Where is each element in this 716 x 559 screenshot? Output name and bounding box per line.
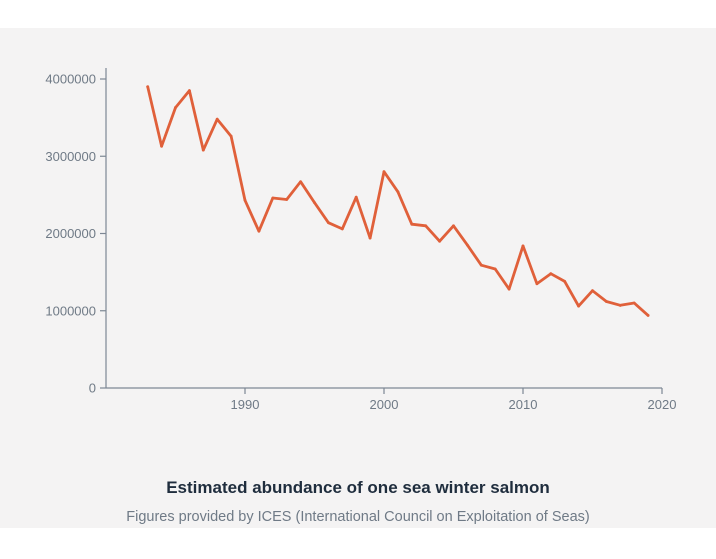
data-point bbox=[549, 272, 553, 276]
data-point bbox=[174, 106, 177, 109]
data-point bbox=[299, 180, 302, 184]
data-point bbox=[535, 282, 539, 286]
data-point bbox=[340, 227, 344, 231]
data-point bbox=[327, 221, 330, 225]
data-point bbox=[396, 190, 400, 194]
x-tick-label: 2010 bbox=[509, 397, 538, 412]
y-axis-ticks: 0 1000000 2000000 3000000 4000000 bbox=[45, 72, 106, 396]
data-point bbox=[493, 267, 497, 271]
y-tick-label: 4000000 bbox=[45, 72, 96, 87]
x-axis-ticks: 1990 2000 2010 2020 bbox=[231, 388, 677, 412]
data-point bbox=[479, 263, 483, 267]
y-tick-label: 1000000 bbox=[45, 303, 96, 318]
data-point bbox=[201, 148, 205, 152]
y-tick-label: 2000000 bbox=[45, 226, 96, 241]
data-point bbox=[257, 229, 261, 233]
data-point bbox=[243, 198, 247, 202]
data-point bbox=[354, 195, 358, 199]
data-point bbox=[285, 198, 289, 201]
data-point bbox=[410, 222, 414, 226]
data-point bbox=[271, 196, 275, 200]
data-point bbox=[438, 239, 441, 243]
y-tick-label: 0 bbox=[89, 381, 96, 396]
chart-card: 0 1000000 2000000 3000000 4000000 1990 2000 20… bbox=[0, 28, 716, 528]
line-chart: 0 1000000 2000000 3000000 4000000 1990 2000 20… bbox=[45, 68, 677, 412]
data-point bbox=[507, 287, 511, 291]
data-point bbox=[577, 304, 580, 308]
data-point bbox=[382, 170, 386, 174]
data-point bbox=[313, 201, 316, 205]
y-tick-label: 3000000 bbox=[45, 149, 96, 164]
series-group bbox=[146, 85, 650, 317]
data-point bbox=[452, 224, 455, 228]
data-point bbox=[632, 301, 636, 305]
x-tick-label: 2020 bbox=[648, 397, 677, 412]
chart-title: Estimated abundance of one sea winter sa… bbox=[166, 478, 550, 497]
data-point bbox=[618, 303, 622, 307]
x-tick-label: 1990 bbox=[231, 397, 260, 412]
data-point bbox=[160, 144, 164, 148]
data-point bbox=[424, 224, 428, 228]
data-point bbox=[591, 289, 594, 293]
series-line bbox=[146, 85, 650, 317]
data-point bbox=[521, 244, 525, 248]
data-point bbox=[563, 279, 567, 283]
axes bbox=[105, 68, 662, 389]
x-tick-label: 2000 bbox=[370, 397, 399, 412]
data-point bbox=[646, 313, 650, 317]
chart-subtitle: Figures provided by ICES (International … bbox=[126, 509, 590, 525]
data-point bbox=[229, 134, 233, 138]
data-point bbox=[215, 117, 219, 121]
data-point bbox=[368, 236, 372, 240]
data-point bbox=[605, 300, 608, 303]
data-point bbox=[146, 85, 150, 89]
data-point bbox=[466, 243, 469, 247]
data-point bbox=[188, 89, 191, 92]
